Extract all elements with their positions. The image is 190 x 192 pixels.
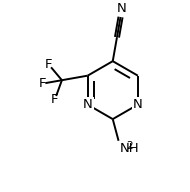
Text: N: N [83, 98, 93, 111]
Text: NH: NH [120, 142, 139, 155]
Text: F: F [51, 93, 59, 106]
Text: F: F [38, 77, 46, 90]
Text: 2: 2 [127, 141, 133, 151]
Text: N: N [117, 2, 127, 15]
Text: N: N [133, 98, 143, 111]
Text: F: F [45, 58, 53, 71]
